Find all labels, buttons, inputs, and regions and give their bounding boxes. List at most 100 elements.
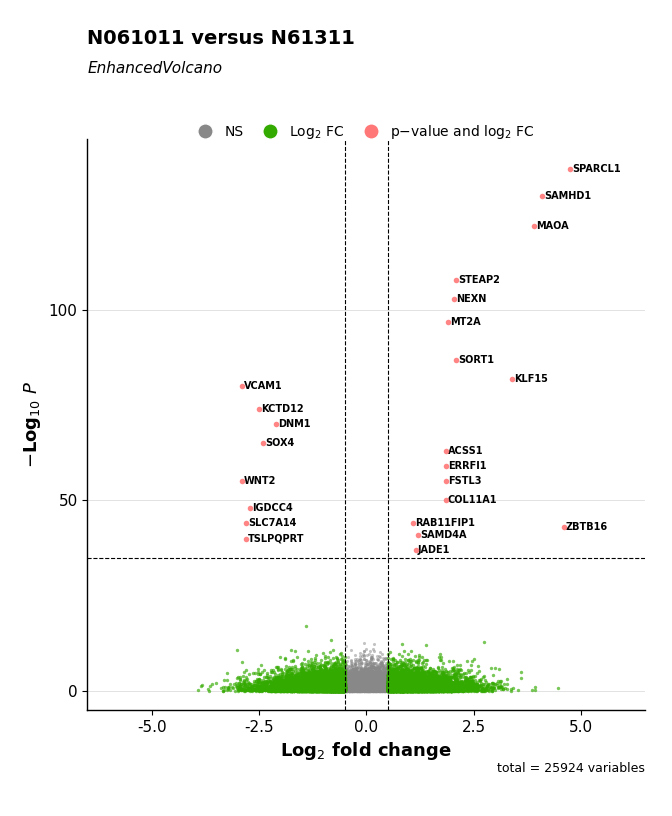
Point (327, 685, 338, 698)
Point (376, 672, 386, 685)
Point (343, 663, 353, 676)
Point (419, 660, 430, 673)
Point (348, 685, 359, 698)
Point (327, 683, 337, 696)
Point (307, 684, 318, 697)
Point (420, 684, 431, 697)
Point (285, 679, 296, 692)
Point (297, 681, 308, 694)
Point (375, 681, 386, 694)
Point (296, 677, 307, 690)
Point (380, 682, 390, 695)
Point (418, 676, 429, 689)
Point (345, 672, 356, 685)
Point (368, 680, 379, 693)
Point (262, 683, 273, 696)
Point (372, 681, 382, 694)
Point (326, 678, 337, 691)
Point (371, 679, 382, 692)
Point (429, 680, 440, 693)
Point (308, 684, 319, 697)
Point (440, 445, 451, 458)
Point (374, 678, 384, 691)
Point (269, 680, 280, 693)
Point (363, 681, 374, 694)
Point (411, 681, 422, 694)
Point (346, 684, 357, 697)
Point (370, 681, 381, 694)
Point (334, 678, 345, 691)
Point (350, 685, 361, 698)
Point (379, 676, 390, 689)
Point (341, 676, 351, 689)
Point (351, 681, 362, 694)
Point (356, 673, 367, 686)
Point (340, 678, 351, 691)
Point (416, 650, 427, 663)
Point (365, 682, 376, 695)
Point (290, 683, 300, 696)
Point (392, 684, 403, 697)
Point (436, 683, 447, 696)
Point (415, 679, 425, 692)
Point (376, 676, 387, 690)
Point (307, 684, 318, 697)
Point (456, 680, 466, 693)
Point (337, 683, 348, 696)
Point (314, 680, 325, 693)
Point (386, 678, 396, 691)
Point (394, 683, 405, 696)
Point (361, 676, 372, 689)
Point (338, 682, 349, 695)
Point (394, 682, 405, 695)
Point (347, 673, 358, 686)
Point (279, 681, 290, 694)
Point (392, 678, 403, 691)
Point (330, 676, 341, 690)
Point (322, 677, 333, 690)
Point (396, 667, 407, 681)
Point (284, 684, 295, 697)
Point (394, 684, 405, 697)
Point (321, 680, 331, 693)
Point (339, 681, 349, 694)
Point (414, 682, 425, 695)
Point (270, 683, 281, 696)
Point (325, 683, 335, 696)
Point (290, 678, 300, 691)
Point (348, 684, 359, 697)
Point (340, 677, 351, 690)
Point (351, 673, 362, 686)
Point (388, 681, 399, 694)
Point (364, 682, 375, 695)
Point (454, 681, 465, 694)
Point (303, 675, 314, 688)
Point (331, 660, 342, 673)
Point (425, 680, 435, 693)
Point (326, 678, 337, 691)
Point (349, 679, 360, 692)
Point (322, 681, 333, 694)
Point (390, 679, 401, 692)
Point (321, 677, 331, 690)
Point (377, 679, 388, 692)
Point (355, 677, 366, 690)
Point (466, 682, 477, 695)
Point (321, 684, 332, 697)
Point (460, 680, 471, 693)
Point (363, 677, 374, 690)
Point (388, 682, 399, 695)
Point (317, 684, 327, 697)
Point (310, 683, 321, 696)
Point (497, 681, 507, 694)
Point (338, 676, 349, 689)
Point (335, 678, 346, 691)
Point (300, 681, 311, 694)
Point (331, 683, 342, 696)
Point (345, 675, 356, 688)
Point (365, 681, 376, 694)
Point (365, 680, 376, 693)
Point (413, 681, 423, 694)
Point (401, 680, 411, 693)
Point (345, 681, 356, 694)
